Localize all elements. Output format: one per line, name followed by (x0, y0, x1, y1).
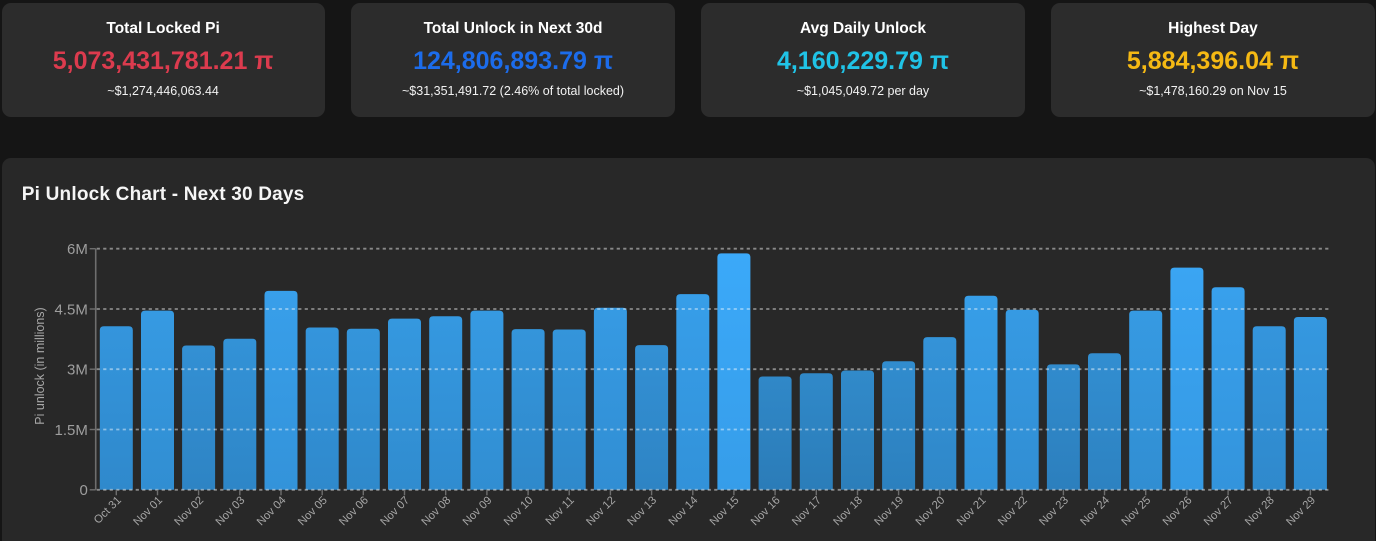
svg-text:Nov 19: Nov 19 (872, 494, 906, 528)
svg-text:Nov 11: Nov 11 (544, 494, 577, 527)
svg-text:Nov 03: Nov 03 (214, 494, 248, 528)
svg-text:Oct 31: Oct 31 (92, 494, 124, 526)
svg-text:Nov 16: Nov 16 (749, 494, 783, 528)
svg-text:Nov 05: Nov 05 (296, 494, 330, 528)
svg-text:Nov 08: Nov 08 (420, 494, 454, 528)
svg-text:Nov 28: Nov 28 (1243, 494, 1277, 528)
svg-text:4.5M: 4.5M (55, 301, 88, 318)
svg-text:Nov 17: Nov 17 (790, 494, 824, 528)
svg-text:Nov 04: Nov 04 (255, 494, 289, 528)
svg-text:Nov 25: Nov 25 (1120, 494, 1154, 528)
svg-text:Nov 23: Nov 23 (1037, 494, 1071, 528)
svg-text:Nov 12: Nov 12 (584, 494, 618, 528)
svg-text:Nov 15: Nov 15 (708, 494, 742, 528)
svg-text:Nov 24: Nov 24 (1078, 494, 1112, 528)
svg-text:Nov 02: Nov 02 (172, 494, 206, 528)
svg-text:Nov 22: Nov 22 (996, 494, 1030, 528)
svg-text:Nov 18: Nov 18 (831, 494, 865, 528)
svg-text:Nov 13: Nov 13 (625, 494, 659, 528)
svg-text:Pi unlock (in millions): Pi unlock (in millions) (33, 307, 47, 424)
svg-text:Nov 20: Nov 20 (914, 494, 948, 528)
svg-text:6M: 6M (67, 241, 88, 258)
svg-text:Nov 29: Nov 29 (1284, 494, 1318, 528)
svg-text:Nov 01: Nov 01 (131, 494, 165, 528)
svg-text:Nov 27: Nov 27 (1202, 494, 1236, 528)
svg-text:0: 0 (80, 482, 88, 499)
svg-text:Nov 07: Nov 07 (378, 494, 412, 528)
svg-text:3M: 3M (67, 362, 88, 379)
svg-text:Nov 09: Nov 09 (461, 494, 495, 528)
svg-text:Nov 10: Nov 10 (502, 494, 536, 528)
svg-text:Nov 26: Nov 26 (1161, 494, 1195, 528)
svg-text:Nov 06: Nov 06 (337, 494, 371, 528)
svg-text:1.5M: 1.5M (55, 422, 88, 439)
svg-text:Nov 21: Nov 21 (955, 494, 989, 528)
svg-text:Nov 14: Nov 14 (667, 494, 701, 528)
